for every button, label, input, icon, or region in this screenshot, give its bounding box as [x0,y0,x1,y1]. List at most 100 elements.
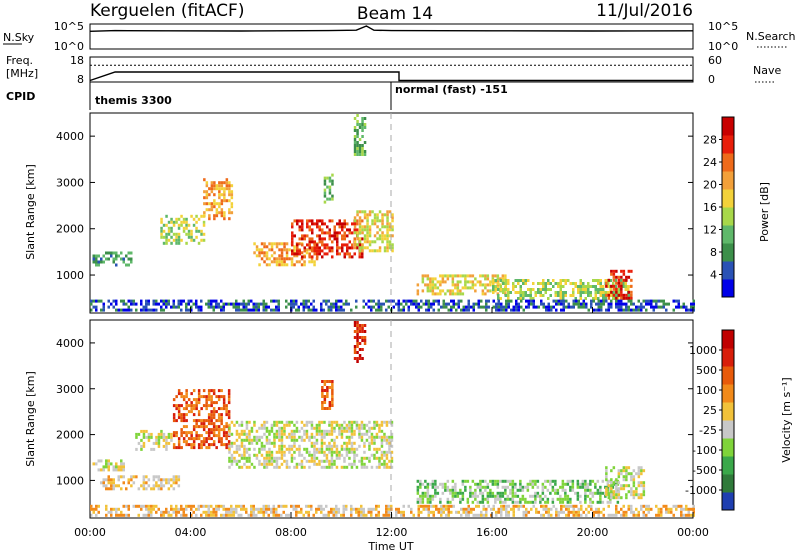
heat-cell [331,246,334,250]
heat-cell [175,235,178,239]
heat-cell [353,126,357,129]
heat-cell [481,274,485,278]
heat-cell [273,251,276,255]
heat-cell [390,420,394,424]
heat-cell [303,246,306,250]
heat-cell [363,465,366,469]
heat-cell [275,456,279,460]
heat-cell [218,202,221,206]
heat-cell [210,513,213,517]
heat-cell [326,380,329,383]
heat-cell [210,187,214,191]
heat-cell [323,194,327,198]
heat-cell [150,435,153,439]
heat-cell [162,478,166,482]
heat-cell [512,282,515,285]
heat-cell [494,285,497,288]
heat-cell [447,507,450,511]
heat-cell [363,423,366,427]
heat-cell [210,208,214,212]
heat-cell [358,459,361,463]
heat-cell [303,465,306,469]
heat-cell [365,432,369,436]
heat-cell [358,231,362,235]
heat-cell [165,478,168,482]
heat-cell [212,308,215,312]
heat-cell [522,294,525,297]
heat-cell [637,472,641,476]
heat-cell [342,302,345,306]
heat-cell [441,482,445,486]
heat-cell [524,291,527,294]
heat-cell [180,507,183,511]
heat-cell [95,513,98,517]
heat-cell [107,251,110,255]
heat-cell [296,222,299,226]
heat-cell [125,487,128,491]
colorbar-swatch [722,261,734,280]
heat-cell [340,426,344,430]
heat-cell [147,504,150,508]
heat-cell [584,479,587,483]
heat-cell [270,242,274,246]
heat-cell [340,465,344,469]
heat-cell [150,447,153,451]
heat-cell [609,279,612,282]
heat-cell [522,513,525,517]
heat-cell [340,453,344,457]
heat-cell [300,453,304,457]
heat-cell [190,229,193,233]
heat-cell [290,432,294,436]
heat-cell [569,485,572,489]
heat-cell [230,302,233,306]
noise-left-tick-top: 10^5 [54,20,84,33]
heat-cell [655,305,658,309]
heat-cell [524,294,527,297]
heat-cell [316,252,319,256]
heat-cell [632,490,636,494]
heat-cell [273,423,276,427]
heat-cell [627,484,631,488]
heat-cell [432,299,435,303]
heat-cell [557,299,560,303]
heat-cell [353,225,357,229]
heat-cell [552,285,555,288]
heat-cell [152,507,155,511]
heat-cell [293,423,296,427]
heat-cell [572,513,575,517]
heat-cell [642,490,646,494]
heat-cell [534,482,537,486]
heat-cell [615,493,618,497]
heat-cell [505,302,508,306]
heat-cell [371,210,374,214]
heat-cell [352,507,355,511]
heat-cell [365,423,369,427]
heat-cell [589,497,592,501]
heat-cell [305,251,309,255]
heat-cell [472,305,475,309]
heat-cell [434,488,437,492]
heat-cell [248,465,251,469]
heat-cell [320,447,324,451]
heat-cell [305,302,308,306]
heat-cell [115,510,118,514]
heat-cell [120,257,123,261]
heat-cell [584,285,587,288]
heat-cell [400,510,403,514]
heat-cell [400,308,403,312]
heat-cell [429,283,432,287]
heat-cell [245,459,249,463]
heat-cell [464,485,467,489]
heat-cell [495,305,498,309]
heat-cell [584,482,587,486]
heat-cell [378,237,382,241]
heat-cell [105,465,108,469]
heat-cell [255,507,258,511]
y-tick-label: 2000 [56,429,84,442]
heat-cell [559,497,562,501]
heat-cell [579,494,582,498]
heat-cell [630,472,633,476]
heat-cell [507,513,510,517]
heat-cell [500,510,503,514]
heat-cell [542,285,545,288]
